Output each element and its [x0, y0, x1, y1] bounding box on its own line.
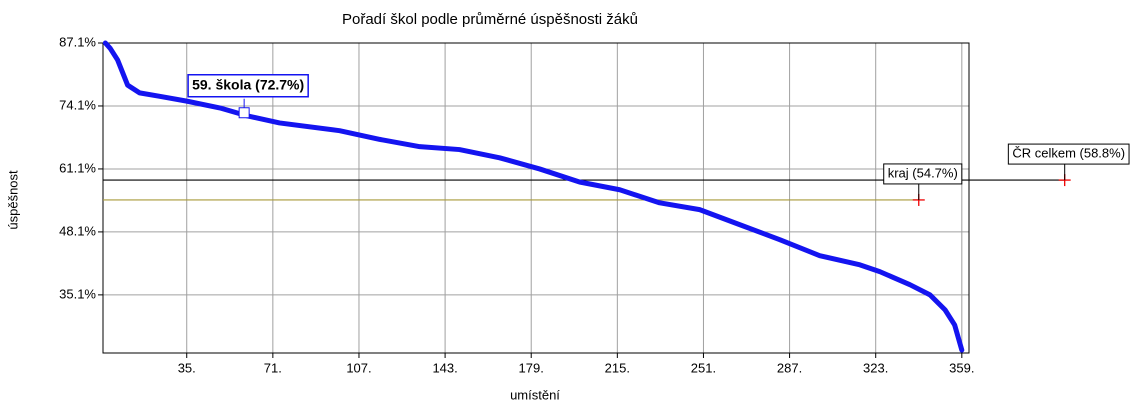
y-tick-label: 61.1%	[59, 160, 96, 175]
reference-label: ČR celkem (58.8%)	[1012, 146, 1125, 161]
y-tick-label: 35.1%	[59, 286, 96, 301]
x-axis-label: umístění	[510, 387, 560, 402]
x-tick-label: 287.	[777, 360, 802, 375]
reference-label-box	[883, 163, 963, 185]
x-tick-label: 179.	[519, 360, 544, 375]
x-tick-label: 215.	[605, 360, 630, 375]
y-tick-label: 74.1%	[59, 97, 96, 112]
series-line	[102, 40, 965, 353]
highlight-label: 59. škola (72.7%)	[192, 76, 304, 92]
x-tick-label: 71.	[264, 360, 282, 375]
x-tick-label: 143.	[432, 360, 457, 375]
x-tick-label: 323.	[863, 360, 888, 375]
highlight-marker	[238, 107, 250, 119]
x-tick-label: 251.	[691, 360, 716, 375]
chart-title: Pořadí škol podle průměrné úspěšnosti žá…	[342, 11, 638, 28]
x-tick-label: 35.	[178, 360, 196, 375]
reference-label-box	[1007, 143, 1130, 165]
highlight-label-box	[187, 74, 309, 98]
plot-border	[102, 42, 970, 354]
x-tick-label: 359.	[949, 360, 974, 375]
x-tick-label: 107.	[346, 360, 371, 375]
y-tick-label: 87.1%	[59, 34, 96, 49]
y-axis-label: úspěšnost	[5, 170, 20, 230]
reference-label: kraj (54.7%)	[888, 165, 958, 180]
y-tick-label: 48.1%	[59, 223, 96, 238]
